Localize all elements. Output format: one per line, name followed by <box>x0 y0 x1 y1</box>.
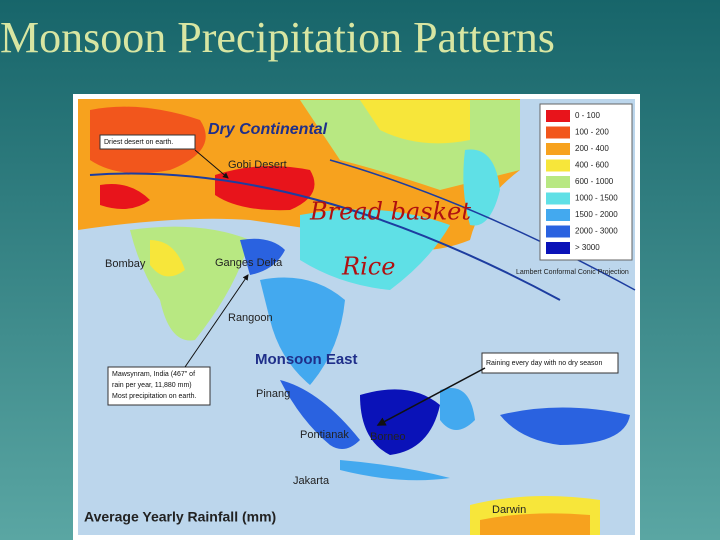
map: Dry Continental Gobi Desert Driest deser… <box>73 94 640 540</box>
borneo <box>360 389 440 455</box>
japan <box>463 149 500 226</box>
note-box <box>481 352 619 374</box>
arrow <box>376 367 486 426</box>
note-box <box>99 134 196 150</box>
arrow <box>184 274 249 368</box>
land <box>150 240 185 277</box>
tropic-line <box>89 172 561 301</box>
region-label: Monsoon East <box>255 351 358 368</box>
region-label: Dry Continental <box>208 121 328 138</box>
legend-label: > 3000 <box>575 243 600 252</box>
legend-label: 200 - 400 <box>575 144 609 153</box>
tropic-line <box>329 159 636 291</box>
sulawesi <box>440 388 475 430</box>
legend-label: 1500 - 2000 <box>575 210 618 219</box>
place-label: Bombay <box>105 258 146 270</box>
legend-swatch <box>546 209 570 221</box>
indochina <box>260 277 345 385</box>
legend: 0 - 100 100 - 200 200 - 400 400 - 600 600 - … <box>546 110 618 254</box>
handwriting: Bread basket <box>309 198 471 226</box>
java <box>340 460 450 481</box>
map-caption: Average Yearly Rainfall (mm) <box>84 509 276 525</box>
land <box>100 184 150 209</box>
projection: Lambert Conformal Conic Projection <box>516 269 629 276</box>
legend-swatch <box>546 110 570 122</box>
place-label: Gobi Desert <box>228 159 287 171</box>
australia <box>480 513 590 535</box>
new-guinea <box>500 407 630 445</box>
legend-swatch <box>546 126 570 139</box>
note: Raining every day with no dry season <box>486 360 602 367</box>
legend-label: 400 - 600 <box>575 161 609 170</box>
handwriting: Rice <box>341 253 395 281</box>
note: Driest desert on earth. <box>104 139 173 146</box>
place-label: Ganges Delta <box>215 257 283 269</box>
legend-label: 0 - 100 <box>575 111 600 120</box>
sumatra <box>280 380 360 449</box>
note-line: rain per year, 11,880 mm) <box>112 382 192 389</box>
legend-label: 600 - 1000 <box>575 177 614 186</box>
legend-swatch <box>546 192 570 205</box>
land-china <box>300 209 450 290</box>
legend-swatch <box>546 242 570 254</box>
place-label: Borneo <box>370 431 405 443</box>
legend-swatch <box>546 159 570 172</box>
place-label: Darwin <box>492 504 526 516</box>
note-box <box>107 366 211 406</box>
land <box>360 100 470 144</box>
note: Mawsynram, India (467" of rain per year, … <box>112 371 196 400</box>
ganges-area <box>240 238 285 275</box>
place-label: Pontianak <box>300 429 349 441</box>
note-line: Mawsynram, India (467" of <box>112 371 195 378</box>
slide-title: Monsoon Precipitation Patterns <box>0 13 555 62</box>
legend-label: 1000 - 1500 <box>575 194 618 203</box>
legend-label: 2000 - 3000 <box>575 227 618 236</box>
legend-swatch <box>546 176 570 188</box>
legend-swatch <box>546 225 570 238</box>
note-line: Most precipitation on earth. <box>112 393 196 400</box>
place-label: Rangoon <box>228 312 273 324</box>
legend-swatch <box>546 143 570 155</box>
legend-label: 100 - 200 <box>575 128 609 137</box>
place-label: Pinang <box>256 388 290 400</box>
place-label: Jakarta <box>293 475 330 487</box>
arrow <box>194 149 229 179</box>
